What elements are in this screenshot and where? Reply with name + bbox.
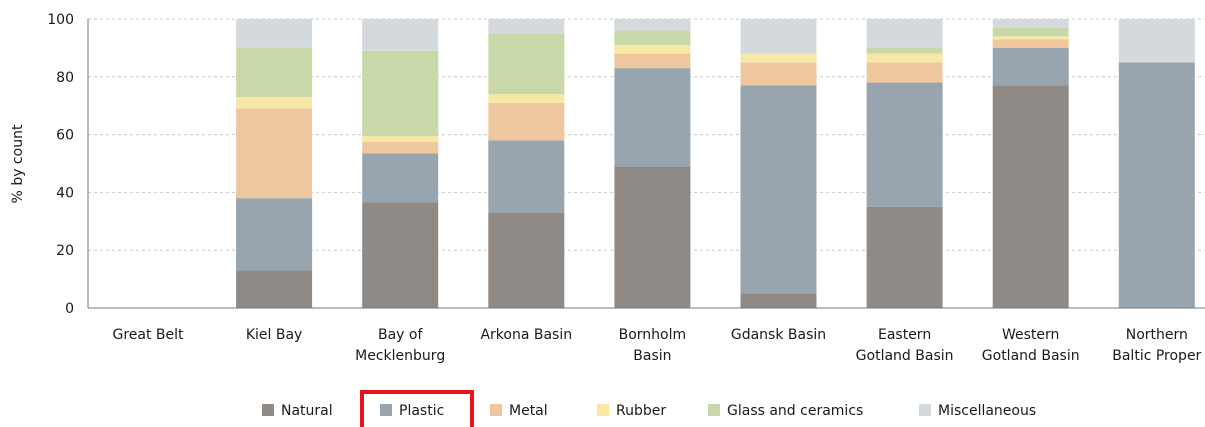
x-tick-label: Mecklenburg bbox=[355, 348, 445, 364]
x-tick-label: Western bbox=[1002, 327, 1059, 343]
bar-segment-metal bbox=[740, 62, 817, 86]
bar-segment-natural bbox=[488, 212, 565, 308]
bar-segment-natural bbox=[362, 202, 439, 308]
legend-label: Plastic bbox=[399, 403, 444, 419]
x-tick-label: Gdansk Basin bbox=[731, 327, 826, 343]
bar-segment-miscellaneous bbox=[236, 19, 313, 48]
legend-item-natural: Natural bbox=[262, 403, 333, 419]
x-tick-label: Bay of bbox=[378, 327, 423, 343]
bar-segment-rubber bbox=[614, 45, 691, 54]
axes bbox=[87, 19, 1205, 309]
bar-segment-rubber bbox=[866, 53, 943, 63]
bar-segment-miscellaneous bbox=[1118, 19, 1195, 63]
y-tick-labels: 0 20 40 60 80 100 bbox=[47, 12, 74, 317]
y-tick-label: 100 bbox=[47, 12, 74, 28]
legend-swatch bbox=[708, 404, 720, 416]
bar-stacks bbox=[236, 19, 1195, 308]
bar-segment-plastic bbox=[740, 85, 817, 294]
bar-stack bbox=[992, 19, 1069, 308]
legend-label: Rubber bbox=[616, 403, 666, 419]
bar-segment-glass-and-ceramics bbox=[488, 33, 565, 95]
legend-swatch bbox=[380, 404, 392, 416]
legend-item-glass-and-ceramics: Glass and ceramics bbox=[708, 403, 863, 419]
legend-label: Metal bbox=[509, 403, 548, 419]
x-tick-label: Kiel Bay bbox=[246, 327, 303, 343]
bar-segment-glass-and-ceramics bbox=[614, 30, 691, 46]
bar-segment-metal bbox=[992, 39, 1069, 48]
bar-stack bbox=[614, 19, 691, 308]
legend-swatch bbox=[919, 404, 931, 416]
x-tick-label: Gotland Basin bbox=[982, 348, 1080, 364]
legend-label: Miscellaneous bbox=[938, 403, 1036, 419]
x-tick-label: Great Belt bbox=[112, 327, 184, 343]
bar-segment-plastic bbox=[614, 68, 691, 167]
legend-label: Natural bbox=[281, 403, 333, 419]
bar-segment-miscellaneous bbox=[488, 19, 565, 34]
y-tick-label: 60 bbox=[56, 128, 74, 144]
x-tick-label: Eastern bbox=[878, 327, 931, 343]
bar-segment-plastic bbox=[1118, 62, 1195, 308]
x-tick-label: Baltic Proper bbox=[1112, 348, 1201, 364]
bar-segment-miscellaneous bbox=[866, 19, 943, 48]
bar-segment-plastic bbox=[866, 82, 943, 207]
legend-label: Glass and ceramics bbox=[727, 403, 863, 419]
y-axis-label: % by count bbox=[10, 124, 26, 203]
legend-swatch bbox=[490, 404, 502, 416]
bar-segment-glass-and-ceramics bbox=[236, 47, 313, 98]
bar-segment-metal bbox=[866, 62, 943, 83]
bar-segment-glass-and-ceramics bbox=[992, 27, 1069, 37]
bar-segment-plastic bbox=[362, 153, 439, 203]
legend-item-rubber: Rubber bbox=[597, 403, 666, 419]
bar-stack bbox=[488, 19, 565, 308]
bar-segment-metal bbox=[362, 141, 439, 154]
x-tick-labels: Great Belt Kiel Bay Bay of Mecklenburg Arkon… bbox=[112, 327, 1201, 364]
bar-segment-rubber bbox=[740, 53, 817, 63]
bar-segment-natural bbox=[992, 85, 1069, 308]
bar-stack bbox=[362, 19, 439, 308]
x-tick-label: Northern bbox=[1126, 327, 1188, 343]
bar-segment-metal bbox=[614, 53, 691, 69]
x-tick-label: Basin bbox=[633, 348, 671, 364]
bar-segment-natural bbox=[866, 206, 943, 308]
legend-item-plastic: Plastic bbox=[360, 390, 474, 427]
bar-segment-miscellaneous bbox=[740, 19, 817, 54]
legend-item-metal: Metal bbox=[490, 403, 548, 419]
bar-segment-miscellaneous bbox=[614, 19, 691, 31]
y-tick-label: 20 bbox=[56, 243, 74, 259]
y-tick-label: 0 bbox=[65, 301, 74, 317]
bar-stack bbox=[236, 19, 313, 308]
y-tick-label: 80 bbox=[56, 70, 74, 86]
bar-segment-rubber bbox=[488, 94, 565, 103]
bar-segment-rubber bbox=[992, 36, 1069, 40]
bar-segment-miscellaneous bbox=[362, 19, 439, 51]
bar-stack bbox=[1118, 19, 1195, 308]
bar-segment-plastic bbox=[236, 198, 313, 271]
legend: Natural Plastic Metal Rubber Glass and ceram… bbox=[262, 390, 1036, 427]
bar-segment-metal bbox=[236, 108, 313, 199]
bar-segment-glass-and-ceramics bbox=[866, 47, 943, 54]
x-tick-label: Gotland Basin bbox=[856, 348, 954, 364]
legend-swatch bbox=[597, 404, 609, 416]
bar-stack bbox=[866, 19, 943, 308]
y-tick-label: 40 bbox=[56, 185, 74, 201]
bar-segment-natural bbox=[614, 166, 691, 308]
bar-segment-natural bbox=[740, 293, 817, 308]
legend-item-miscellaneous: Miscellaneous bbox=[919, 403, 1036, 419]
bar-stack bbox=[740, 19, 817, 308]
highlight-box bbox=[360, 390, 474, 427]
x-tick-label: Bornholm bbox=[619, 327, 687, 343]
bar-segment-metal bbox=[488, 102, 565, 141]
bar-segment-plastic bbox=[992, 47, 1069, 86]
bar-segment-rubber bbox=[362, 136, 439, 142]
bar-segment-natural bbox=[236, 270, 313, 308]
bar-segment-miscellaneous bbox=[992, 19, 1069, 28]
legend-swatch bbox=[262, 404, 274, 416]
bar-segment-plastic bbox=[488, 140, 565, 213]
bar-segment-glass-and-ceramics bbox=[362, 50, 439, 137]
bar-segment-rubber bbox=[236, 97, 313, 109]
x-tick-label: Arkona Basin bbox=[480, 327, 572, 343]
